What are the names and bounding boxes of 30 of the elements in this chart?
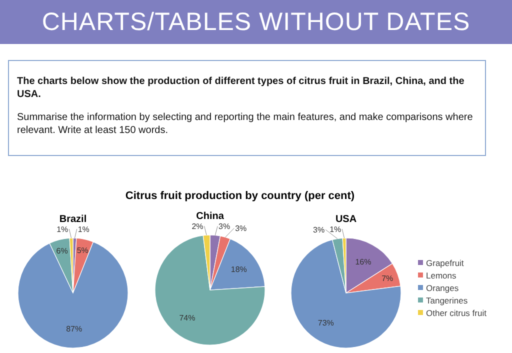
pie-slice: [154, 235, 266, 346]
data-label: 5%: [76, 246, 88, 256]
data-label: 87%: [66, 324, 82, 334]
data-label: 74%: [179, 314, 196, 323]
chart-title: China: [196, 211, 224, 222]
legend-label: Other citrus fruit: [426, 308, 488, 318]
legend-label: Tangerines: [426, 296, 468, 306]
data-label: 6%: [56, 246, 68, 256]
text: The charts below show the production of different types of citrus fruit in Brazil, China, and the USA.: [17, 75, 466, 101]
chart-title: USA: [335, 214, 357, 225]
data-label: 16%: [355, 258, 372, 267]
text: Citrus fruit production by country (per cent): [125, 190, 355, 202]
legend-label: Oranges: [426, 283, 459, 293]
data-label: 7%: [382, 274, 394, 284]
data-label: 3%: [235, 224, 247, 234]
pie-slice: [18, 242, 128, 348]
data-label: 1%: [56, 225, 68, 234]
legend-label: Grapefruit: [426, 258, 464, 268]
data-label: 2%: [192, 222, 204, 232]
data-label: 3%: [313, 226, 325, 235]
text: CHARTS/TABLES WITHOUT DATES: [0, 0, 512, 44]
data-label: 18%: [230, 264, 247, 274]
data-label: 1%: [78, 225, 90, 234]
data-label: 73%: [318, 318, 334, 328]
data-label: 1%: [330, 225, 342, 234]
chart-title: Brazil: [59, 214, 87, 225]
text: Summarise the information by selecting and reporting the main features, and make comparisons where relevant. Write at least 150 words.: [17, 111, 474, 137]
data-label: 3%: [218, 222, 230, 232]
pie-slice: [290, 239, 402, 348]
legend-label: Lemons: [426, 270, 456, 280]
